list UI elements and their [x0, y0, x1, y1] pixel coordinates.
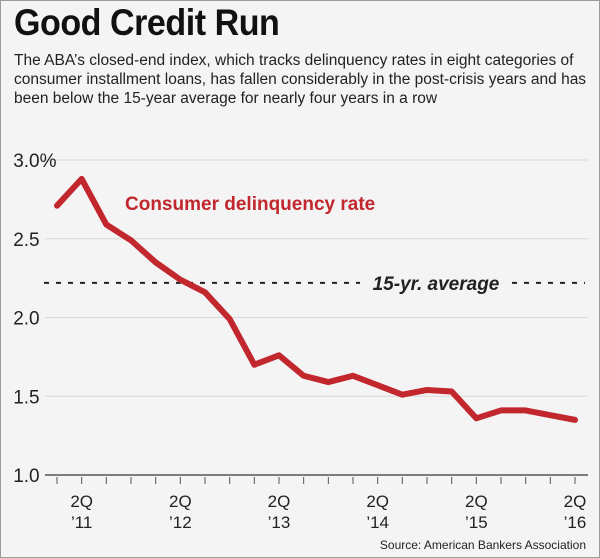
x-tick-label: ’14 [366, 513, 389, 532]
average-label: 15-yr. average [373, 274, 500, 295]
x-tick-label: 2Q [465, 492, 488, 511]
series-line [54, 175, 578, 423]
x-tick-label: ’13 [268, 513, 291, 532]
x-tick-label: ’12 [169, 513, 192, 532]
x-tick-label: 2Q [70, 492, 93, 511]
y-tick-label: 1.0 [13, 466, 39, 487]
chart-subtitle: The ABA’s closed-end index, which tracks… [14, 52, 587, 107]
y-tick-label: 2.0 [13, 309, 39, 330]
y-tick-label: 3.0% [13, 151, 56, 172]
source-note: Source: American Bankers Association [379, 538, 586, 552]
series-label: Consumer delinquency rate [125, 194, 375, 215]
y-tick-label: 2.5 [13, 230, 39, 251]
chart-title: Good Credit Run [14, 2, 280, 43]
x-tick-label: ’15 [465, 513, 488, 532]
x-tick-label: 2Q [268, 492, 291, 511]
x-tick-label: ’16 [564, 513, 587, 532]
x-tick-label: 2Q [169, 492, 192, 511]
x-tick-label: 2Q [366, 492, 389, 511]
x-tick-label: ’11 [71, 513, 92, 532]
x-tick-label: 2Q [564, 492, 587, 511]
y-tick-label: 1.5 [13, 387, 39, 408]
